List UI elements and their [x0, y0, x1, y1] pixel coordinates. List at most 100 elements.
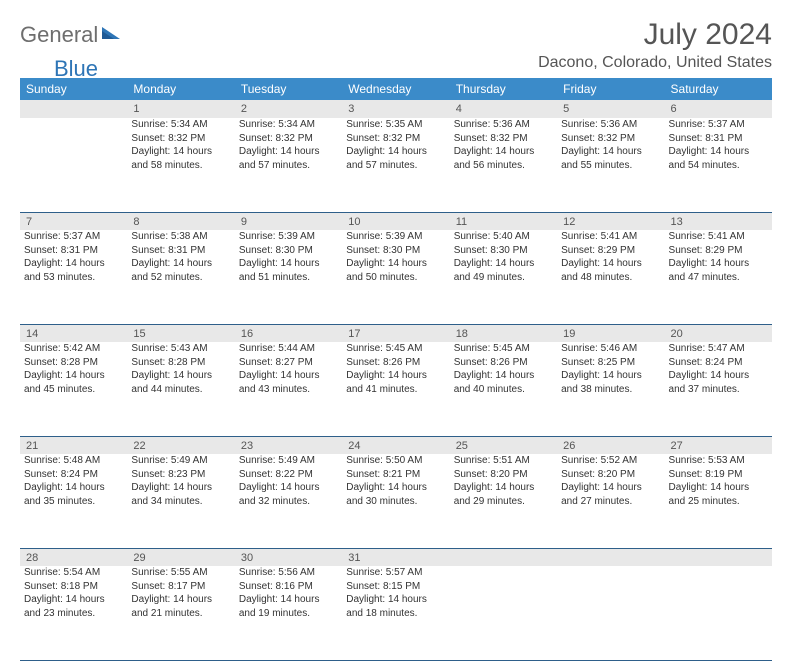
day-cell: Sunrise: 5:46 AMSunset: 8:25 PMDaylight:… [557, 342, 664, 436]
day-cell: Sunrise: 5:37 AMSunset: 8:31 PMDaylight:… [665, 118, 772, 212]
day-cell: Sunrise: 5:34 AMSunset: 8:32 PMDaylight:… [127, 118, 234, 212]
sunrise-line: Sunrise: 5:34 AM [239, 118, 338, 132]
sunset-line: Sunset: 8:32 PM [131, 132, 230, 146]
day-number: 20 [665, 324, 772, 342]
sunrise-line: Sunrise: 5:49 AM [239, 454, 338, 468]
day-cell: Sunrise: 5:43 AMSunset: 8:28 PMDaylight:… [127, 342, 234, 436]
day-number: 8 [127, 212, 234, 230]
day-number: 14 [20, 324, 127, 342]
day-cell: Sunrise: 5:47 AMSunset: 8:24 PMDaylight:… [665, 342, 772, 436]
sunset-line: Sunset: 8:18 PM [24, 580, 123, 594]
day-cell: Sunrise: 5:41 AMSunset: 8:29 PMDaylight:… [665, 230, 772, 324]
sunset-line: Sunset: 8:29 PM [669, 244, 768, 258]
day-number: 7 [20, 212, 127, 230]
day-cell: Sunrise: 5:57 AMSunset: 8:15 PMDaylight:… [342, 566, 449, 660]
day-cell: Sunrise: 5:36 AMSunset: 8:32 PMDaylight:… [557, 118, 664, 212]
sunrise-line: Sunrise: 5:53 AM [669, 454, 768, 468]
day-cell: Sunrise: 5:52 AMSunset: 8:20 PMDaylight:… [557, 454, 664, 548]
day-cell: Sunrise: 5:44 AMSunset: 8:27 PMDaylight:… [235, 342, 342, 436]
daynum-row: 21222324252627 [20, 436, 772, 454]
sunrise-line: Sunrise: 5:56 AM [239, 566, 338, 580]
sunset-line: Sunset: 8:28 PM [24, 356, 123, 370]
daylight-line: Daylight: 14 hours and 34 minutes. [131, 481, 230, 508]
day-header-row: SundayMondayTuesdayWednesdayThursdayFrid… [20, 78, 772, 100]
daylight-line: Daylight: 14 hours and 35 minutes. [24, 481, 123, 508]
daylight-line: Daylight: 14 hours and 57 minutes. [346, 145, 445, 172]
sunset-line: Sunset: 8:31 PM [131, 244, 230, 258]
week-row: Sunrise: 5:42 AMSunset: 8:28 PMDaylight:… [20, 342, 772, 436]
daylight-line: Daylight: 14 hours and 44 minutes. [131, 369, 230, 396]
daylight-line: Daylight: 14 hours and 58 minutes. [131, 145, 230, 172]
day-number: 27 [665, 436, 772, 454]
daylight-line: Daylight: 14 hours and 55 minutes. [561, 145, 660, 172]
day-number: 17 [342, 324, 449, 342]
day-number: 28 [20, 548, 127, 566]
sunset-line: Sunset: 8:28 PM [131, 356, 230, 370]
day-header: Wednesday [342, 78, 449, 100]
day-number [450, 548, 557, 566]
sunrise-line: Sunrise: 5:42 AM [24, 342, 123, 356]
logo: General [20, 18, 126, 48]
daylight-line: Daylight: 14 hours and 29 minutes. [454, 481, 553, 508]
week-row: Sunrise: 5:37 AMSunset: 8:31 PMDaylight:… [20, 230, 772, 324]
calendar-table: SundayMondayTuesdayWednesdayThursdayFrid… [20, 78, 772, 661]
title-block: July 2024 Dacono, Colorado, United State… [538, 18, 772, 72]
sunrise-line: Sunrise: 5:57 AM [346, 566, 445, 580]
day-header: Thursday [450, 78, 557, 100]
sunset-line: Sunset: 8:26 PM [454, 356, 553, 370]
sunrise-line: Sunrise: 5:50 AM [346, 454, 445, 468]
day-number: 30 [235, 548, 342, 566]
daynum-row: 14151617181920 [20, 324, 772, 342]
sunrise-line: Sunrise: 5:45 AM [346, 342, 445, 356]
daylight-line: Daylight: 14 hours and 50 minutes. [346, 257, 445, 284]
daylight-line: Daylight: 14 hours and 38 minutes. [561, 369, 660, 396]
day-number: 22 [127, 436, 234, 454]
day-header: Tuesday [235, 78, 342, 100]
daylight-line: Daylight: 14 hours and 25 minutes. [669, 481, 768, 508]
sunset-line: Sunset: 8:20 PM [561, 468, 660, 482]
sunset-line: Sunset: 8:32 PM [239, 132, 338, 146]
day-cell [20, 118, 127, 212]
day-number: 3 [342, 100, 449, 118]
daylight-line: Daylight: 14 hours and 41 minutes. [346, 369, 445, 396]
day-cell: Sunrise: 5:38 AMSunset: 8:31 PMDaylight:… [127, 230, 234, 324]
sunset-line: Sunset: 8:20 PM [454, 468, 553, 482]
day-cell: Sunrise: 5:49 AMSunset: 8:22 PMDaylight:… [235, 454, 342, 548]
day-cell: Sunrise: 5:42 AMSunset: 8:28 PMDaylight:… [20, 342, 127, 436]
day-number: 19 [557, 324, 664, 342]
sunrise-line: Sunrise: 5:41 AM [561, 230, 660, 244]
sunset-line: Sunset: 8:19 PM [669, 468, 768, 482]
day-cell: Sunrise: 5:37 AMSunset: 8:31 PMDaylight:… [20, 230, 127, 324]
sunrise-line: Sunrise: 5:55 AM [131, 566, 230, 580]
daylight-line: Daylight: 14 hours and 51 minutes. [239, 257, 338, 284]
sunset-line: Sunset: 8:27 PM [239, 356, 338, 370]
sunset-line: Sunset: 8:21 PM [346, 468, 445, 482]
sunrise-line: Sunrise: 5:46 AM [561, 342, 660, 356]
daylight-line: Daylight: 14 hours and 27 minutes. [561, 481, 660, 508]
sunrise-line: Sunrise: 5:44 AM [239, 342, 338, 356]
day-cell: Sunrise: 5:50 AMSunset: 8:21 PMDaylight:… [342, 454, 449, 548]
daylight-line: Daylight: 14 hours and 56 minutes. [454, 145, 553, 172]
sunrise-line: Sunrise: 5:37 AM [669, 118, 768, 132]
sunrise-line: Sunrise: 5:54 AM [24, 566, 123, 580]
daylight-line: Daylight: 14 hours and 54 minutes. [669, 145, 768, 172]
daylight-line: Daylight: 14 hours and 43 minutes. [239, 369, 338, 396]
day-number [20, 100, 127, 118]
day-number: 10 [342, 212, 449, 230]
daylight-line: Daylight: 14 hours and 47 minutes. [669, 257, 768, 284]
day-cell: Sunrise: 5:55 AMSunset: 8:17 PMDaylight:… [127, 566, 234, 660]
day-cell [665, 566, 772, 660]
day-number: 31 [342, 548, 449, 566]
sunset-line: Sunset: 8:30 PM [346, 244, 445, 258]
sunrise-line: Sunrise: 5:49 AM [131, 454, 230, 468]
logo-word-1: General [20, 22, 98, 48]
sunrise-line: Sunrise: 5:40 AM [454, 230, 553, 244]
day-number: 26 [557, 436, 664, 454]
week-row: Sunrise: 5:34 AMSunset: 8:32 PMDaylight:… [20, 118, 772, 212]
sunset-line: Sunset: 8:29 PM [561, 244, 660, 258]
daylight-line: Daylight: 14 hours and 45 minutes. [24, 369, 123, 396]
daylight-line: Daylight: 14 hours and 57 minutes. [239, 145, 338, 172]
sunset-line: Sunset: 8:30 PM [454, 244, 553, 258]
day-number: 9 [235, 212, 342, 230]
day-header: Saturday [665, 78, 772, 100]
